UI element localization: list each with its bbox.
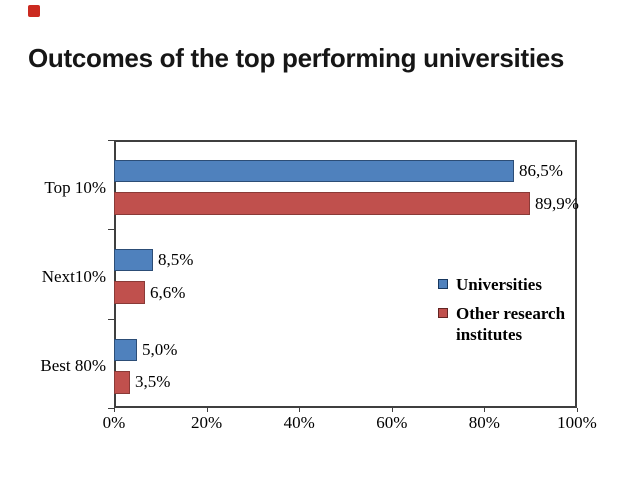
y-axis-tick [108, 140, 114, 141]
plot-area [114, 140, 577, 408]
bar-other-institutes [114, 192, 530, 215]
bar-universities [114, 160, 514, 182]
red-corner-mark [28, 5, 40, 17]
bar-universities [114, 338, 137, 361]
legend-item-universities: Universities [438, 274, 593, 295]
x-axis-tick [577, 408, 578, 412]
legend-label: Other research institutes [456, 304, 566, 344]
x-axis-label: 40% [283, 413, 315, 432]
legend: Universities Other research institutes [438, 274, 593, 353]
x-axis-tick [206, 408, 208, 412]
x-axis-tick [299, 408, 301, 412]
bar-value-label: 8,5% [158, 250, 194, 270]
x-axis-tick [484, 408, 486, 412]
bar-other-institutes [114, 370, 130, 394]
legend-swatch-icon [438, 308, 448, 318]
x-axis-label: 60% [376, 413, 408, 432]
category-label: Best 80% [40, 356, 106, 376]
bar-value-label: 86,5% [519, 161, 563, 180]
legend-item-other-institutes: Other research institutes [438, 303, 593, 345]
bar-value-label: 3,5% [135, 372, 171, 392]
y-axis-tick [108, 229, 114, 231]
x-axis-tick [391, 408, 393, 412]
page-title: Outcomes of the top performing universit… [28, 43, 565, 73]
x-axis-label: 20% [191, 413, 223, 432]
legend-label: Universities [456, 275, 542, 294]
bar-other-institutes [114, 281, 145, 305]
bar-value-label: 6,6% [150, 282, 186, 302]
bar-value-label: 89,9% [535, 193, 579, 213]
y-axis-tick [108, 408, 114, 409]
x-axis-tick [114, 408, 115, 412]
x-axis-label: 80% [468, 413, 500, 432]
legend-swatch-icon [438, 279, 448, 289]
x-axis-label: 0% [102, 413, 126, 432]
bar-value-label: 5,0% [142, 339, 178, 359]
category-label: Top 10% [44, 177, 106, 197]
y-axis-tick [108, 318, 114, 320]
category-label: Next10% [41, 267, 106, 286]
bar-universities [114, 249, 153, 272]
x-axis-label: 100% [557, 413, 597, 432]
